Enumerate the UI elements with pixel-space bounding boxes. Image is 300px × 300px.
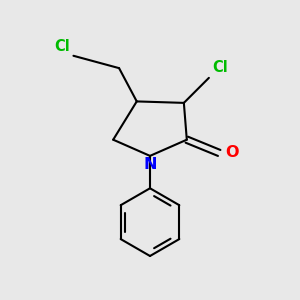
Text: N: N <box>143 158 157 172</box>
Text: Cl: Cl <box>212 60 228 75</box>
Text: Cl: Cl <box>55 39 70 54</box>
Text: O: O <box>226 146 239 160</box>
